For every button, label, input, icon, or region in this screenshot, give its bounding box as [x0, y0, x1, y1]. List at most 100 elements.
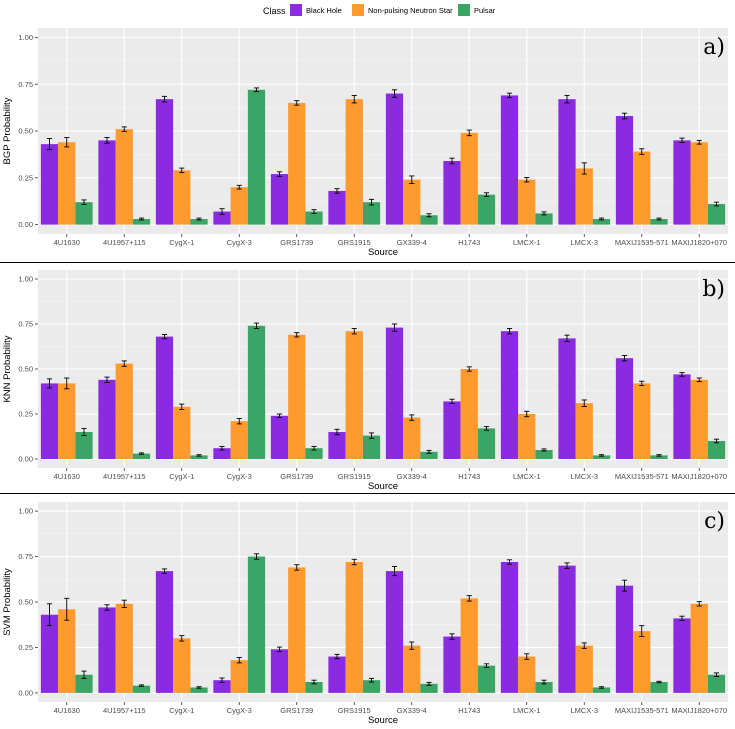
bar-black-hole: [615, 585, 634, 693]
bar-pulsar: [477, 428, 496, 459]
bar-black-hole: [673, 140, 691, 225]
x-tick-label: LMCX-1: [513, 706, 541, 715]
bar-black-hole: [615, 116, 634, 225]
bar-pulsar: [362, 202, 381, 225]
bar-neutron-star: [403, 417, 421, 459]
bar-pulsar: [132, 685, 151, 693]
y-tick-label: 0.75: [18, 320, 33, 329]
x-tick-label: GX339-4: [397, 706, 427, 715]
x-tick-label: 4U1957+115: [103, 472, 146, 481]
bar-neutron-star: [518, 656, 536, 693]
bar-black-hole: [500, 331, 519, 459]
bar-black-hole: [98, 379, 116, 459]
x-tick-label: LMCX-1: [513, 472, 541, 481]
legend-title: Class: [263, 6, 286, 16]
bar-neutron-star: [690, 142, 708, 225]
y-tick-label: 0.50: [18, 127, 33, 136]
legend-label-black-hole: Black Hole: [306, 6, 342, 15]
x-tick-label: 4U1630: [54, 472, 80, 481]
x-tick-label: MAXIJ1535-571: [615, 238, 669, 247]
x-tick-label: GRS1915: [338, 706, 371, 715]
bar-black-hole: [558, 338, 576, 459]
x-tick-label: GRS1739: [280, 472, 313, 481]
bar-pulsar: [592, 455, 611, 459]
bar-pulsar: [707, 441, 726, 459]
panel-label: b): [702, 277, 725, 302]
bar-neutron-star: [575, 403, 593, 459]
bar-pulsar: [305, 682, 323, 693]
bar-neutron-star: [690, 379, 708, 459]
bar-black-hole: [270, 649, 289, 693]
bar-black-hole: [385, 327, 404, 459]
bar-neutron-star: [115, 603, 133, 693]
bar-black-hole: [673, 374, 691, 459]
bar-neutron-star: [115, 129, 133, 225]
y-tick-label: 1.00: [18, 33, 33, 42]
x-tick-label: GRS1739: [280, 706, 313, 715]
bar-pulsar: [707, 674, 726, 693]
bar-black-hole: [270, 174, 289, 225]
bar-black-hole: [385, 93, 404, 225]
y-tick-label: 0.25: [18, 173, 33, 182]
bar-pulsar: [592, 687, 611, 693]
bar-pulsar: [362, 680, 381, 693]
x-axis-title: Source: [368, 715, 398, 726]
x-tick-label: CygX-3: [227, 238, 252, 247]
bar-pulsar: [190, 687, 208, 693]
bar-pulsar: [75, 202, 93, 225]
panel-label: a): [703, 35, 725, 60]
bar-black-hole: [155, 99, 174, 225]
bar-neutron-star: [173, 170, 191, 225]
bar-neutron-star: [633, 631, 651, 693]
bar-pulsar: [707, 204, 726, 225]
bar-neutron-star: [460, 132, 478, 225]
legend-swatch-black-hole: [290, 4, 302, 16]
bar-neutron-star: [58, 142, 76, 225]
bar-black-hole: [443, 401, 461, 459]
bar-pulsar: [132, 219, 151, 225]
x-tick-label: 4U1957+115: [103, 238, 146, 247]
bar-neutron-star: [518, 414, 536, 459]
bar-pulsar: [650, 682, 668, 693]
panel-divider: [0, 262, 735, 263]
y-axis-title: KNN Probability: [2, 335, 13, 402]
x-tick-label: GRS1915: [338, 472, 371, 481]
x-tick-label: CygX-3: [227, 706, 252, 715]
bar-pulsar: [305, 211, 323, 225]
bar-black-hole: [98, 140, 116, 225]
bar-neutron-star: [460, 598, 478, 693]
x-tick-label: LMCX-3: [570, 706, 598, 715]
panel-label: c): [704, 509, 725, 534]
x-tick-label: CygX-1: [169, 238, 194, 247]
bar-pulsar: [420, 683, 438, 693]
x-tick-label: MAXIJ1820+070: [671, 472, 727, 481]
legend-label-neutron-star: Non-pulsing Neutron Star: [368, 6, 453, 15]
bar-neutron-star: [230, 187, 248, 225]
bar-black-hole: [213, 680, 231, 693]
chart-panel-bgp: 0.00 0.25 0.50 0.75 1.00 4U1630 4U1957+115 CygX…: [2, 28, 728, 258]
x-tick-label: GRS1739: [280, 238, 313, 247]
bar-black-hole: [328, 656, 346, 693]
x-tick-label: H1743: [458, 706, 480, 715]
x-tick-label: LMCX-1: [513, 238, 541, 247]
bar-pulsar: [247, 556, 266, 693]
x-tick-label: CygX-1: [169, 706, 194, 715]
bar-black-hole: [270, 415, 289, 459]
y-tick-label: 0.50: [18, 598, 33, 607]
x-tick-label: MAXIJ1820+070: [671, 238, 727, 247]
bar-black-hole: [500, 562, 519, 693]
x-tick-label: GX339-4: [397, 472, 427, 481]
bar-neutron-star: [403, 645, 421, 693]
bar-black-hole: [155, 571, 174, 693]
bar-black-hole: [213, 448, 231, 459]
bar-neutron-star: [58, 383, 76, 459]
y-tick-label: 0.75: [18, 552, 33, 561]
bar-pulsar: [362, 435, 381, 459]
bar-neutron-star: [230, 421, 248, 459]
bar-neutron-star: [288, 567, 306, 693]
bar-neutron-star: [518, 179, 536, 225]
panel-divider: [0, 493, 735, 494]
bar-neutron-star: [403, 179, 421, 225]
x-tick-label: H1743: [458, 472, 480, 481]
bar-neutron-star: [58, 609, 76, 693]
